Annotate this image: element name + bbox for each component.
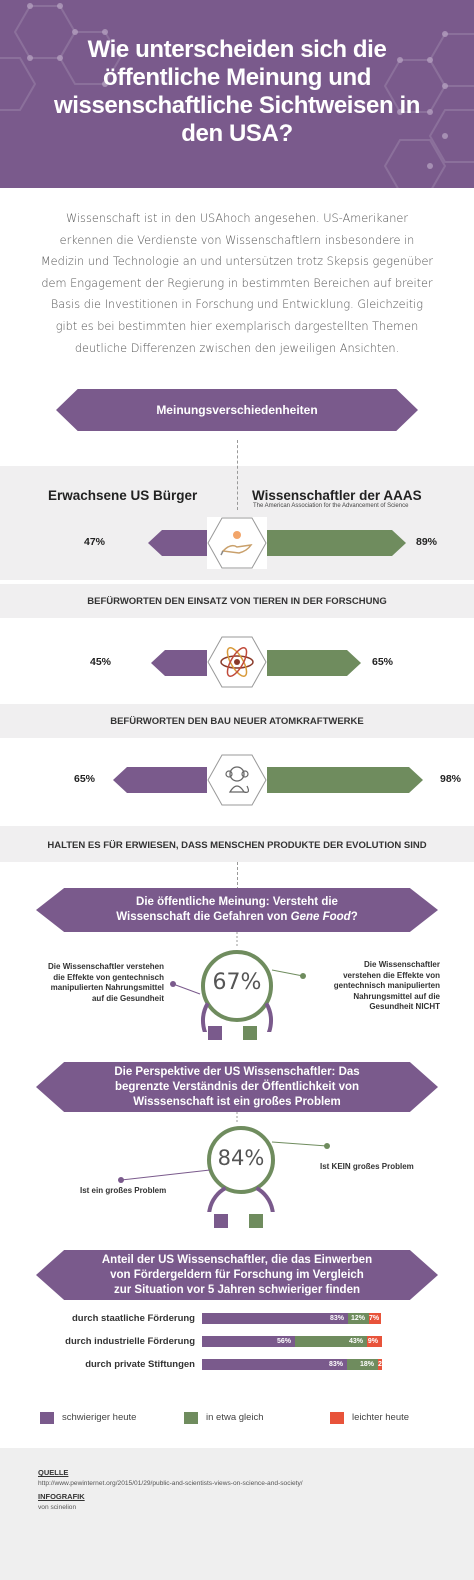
banner-line: Die öffentliche Meinung: Versteht die [136, 896, 338, 908]
caption-line: Die Wissenschaftler verstehen [48, 962, 164, 971]
page-title: Wie unterscheiden sich die öffentliche M… [20, 36, 454, 148]
donut-arc-value [207, 1186, 275, 1212]
source-link[interactable]: http://www.pewinternet.org/2015/01/29/pu… [38, 1480, 303, 1487]
legend-label: schwieriger heute [62, 1412, 137, 1423]
divider-line [237, 440, 238, 510]
section-banner-opinions: Meinungsverschiedenheiten [56, 389, 418, 431]
donut-chart-perspective [118, 1112, 330, 1212]
donut-percent-perspective: 84% [217, 1146, 265, 1170]
column-head-public: Erwachsene US Bürger [48, 488, 198, 503]
legend-label: in etwa gleich [206, 1412, 264, 1423]
gray-band [0, 584, 474, 618]
percent-left: 47% [84, 536, 106, 548]
funding-segment: 83% [202, 1359, 347, 1370]
title-line: wissenschaftliche Sichtweisen in [54, 92, 420, 119]
funding-row-label: durch staatliche Förderung [72, 1313, 195, 1324]
section-banner-gene-food: Die öffentliche Meinung: Versteht die Wi… [36, 888, 438, 932]
caption-line: Nahrungsmittel auf die [353, 991, 440, 1001]
footer: QUELLE http://www.pewinternet.org/2015/0… [0, 1448, 474, 1580]
funding-segment: 83% [202, 1313, 348, 1324]
title-line: Wie unterscheiden sich die [87, 36, 387, 63]
statement-animals: BEFÜRWORTEN DEN EINSATZ VON TIEREN IN DE… [87, 596, 387, 607]
legend-square-purple [208, 1026, 222, 1040]
divider-line [237, 862, 238, 890]
caption-line: verstehen die Effekte von [343, 970, 440, 980]
right-caption-perspective: Ist KEIN großes Problem [320, 1162, 414, 1171]
source-label: QUELLE [38, 1468, 69, 1477]
section-banner-perspective: Die Perspektive der US Wissenschaftler: … [36, 1062, 438, 1112]
donut-percent-gene-food: 67% [212, 970, 262, 995]
legend-label: leichter heute [352, 1412, 410, 1423]
funding-row-label: durch private Stiftungen [85, 1359, 195, 1370]
donut-ring-remaining [201, 950, 273, 1022]
right-caption-gene-food: Die Wissenschaftler verstehen die Effekt… [320, 960, 440, 1013]
legend-square-purple [214, 1214, 228, 1228]
legend-swatch [40, 1412, 54, 1424]
title-line: öffentliche Meinung und [102, 64, 372, 91]
percent-left: 45% [90, 656, 112, 668]
banner-line: begrenzte Verständnis der Öffentlichkeit… [114, 1080, 360, 1093]
statement-evolution: HALTEN ES FÜR ERWIESEN, DASS MENSCHEN PR… [47, 840, 427, 851]
hand-with-mouse-icon [207, 517, 267, 569]
banner-emphasis: Gene Food [290, 911, 351, 923]
bar-scientists [237, 767, 423, 793]
funding-segment: 9% [367, 1336, 382, 1347]
caption-line: manipulierten Nahrungsmittel [50, 983, 164, 992]
gray-band [0, 826, 474, 862]
legend-square-green [249, 1214, 263, 1228]
banner-text: ? [350, 911, 358, 923]
section-banner-funding: Anteil der US Wissenschaftler, die das E… [36, 1250, 438, 1300]
funding-segment: 18% [347, 1359, 378, 1370]
banner-line: Anteil der US Wissenschaftler, die das E… [101, 1253, 373, 1266]
funding-segment: 56% [202, 1336, 295, 1347]
donut-arc-value [201, 1002, 273, 1032]
caption-line: Die Wissenschaftler [364, 960, 440, 969]
funding-bar-foundations: 83% 18% 2% [202, 1359, 389, 1370]
funding-bar-industry: 56% 43% 9% [202, 1336, 382, 1347]
percent-right: 89% [416, 536, 438, 548]
funding-bar-state: 83% 12% 7% [202, 1313, 381, 1324]
hexagon-pattern-icon [0, 3, 474, 188]
banner-line: Wisssenschaft ist ein großes Problem [133, 1095, 341, 1108]
donut-chart-gene-food [170, 932, 306, 1032]
infographic-credit: von scinelion [38, 1504, 77, 1511]
infographic-label: INFOGRAFIK [38, 1492, 85, 1501]
caption-line: auf die Gesundheit [91, 993, 164, 1003]
donut-ring-remaining [207, 1126, 275, 1194]
caption-line: Gesundheit NICHT [369, 1002, 440, 1011]
banner-line: zur Situation vor 5 Jahren schwieriger f… [113, 1283, 360, 1296]
column-subhead-aaas: The American Association for the Advance… [253, 503, 409, 509]
legend-swatch [184, 1412, 198, 1424]
legend-swatch [330, 1412, 344, 1424]
header: Wie unterscheiden sich die öffentliche M… [0, 0, 474, 188]
funding-segment: 12% [348, 1313, 369, 1324]
banner-line: Die Perspektive der US Wissenschaftler: … [114, 1065, 360, 1078]
banner-line: von Fördergeldern für Forschung im Vergl… [110, 1268, 364, 1281]
caption-line: die Effekte von gentechnisch [53, 972, 164, 982]
column-head-scientists: Wissenschaftler der AAAS [252, 488, 422, 503]
percent-left: 65% [74, 773, 96, 785]
funding-segment: 2% [378, 1359, 389, 1370]
gray-band [0, 704, 474, 738]
title-line: den USA? [181, 120, 293, 147]
caption-line: gentechnisch manipulierten [333, 981, 440, 990]
atom-icon [207, 636, 267, 688]
percent-right: 98% [440, 773, 462, 785]
funding-row-label: durch industrielle Förderung [65, 1336, 195, 1347]
legend-square-green [243, 1026, 257, 1040]
banner-text: Wissenschaft die Gefahren von [116, 911, 291, 923]
statement-nuclear: BEFÜRWORTEN DEN BAU NEUER ATOMKRAFTWERKE [110, 716, 364, 727]
percent-right: 65% [372, 656, 394, 668]
banner-line: Wissenschaft die Gefahren von Gene Food? [116, 910, 357, 925]
funding-segment: 7% [369, 1313, 381, 1324]
funding-segment: 43% [295, 1336, 367, 1347]
left-caption-gene-food: Die Wissenschaftler verstehen die Effekt… [14, 962, 164, 1004]
monkey-icon [207, 754, 267, 806]
left-caption-perspective: Ist ein großes Problem [80, 1186, 167, 1195]
intro-text: Wissenschaft ist in den USAhoch angesehe… [40, 212, 434, 355]
